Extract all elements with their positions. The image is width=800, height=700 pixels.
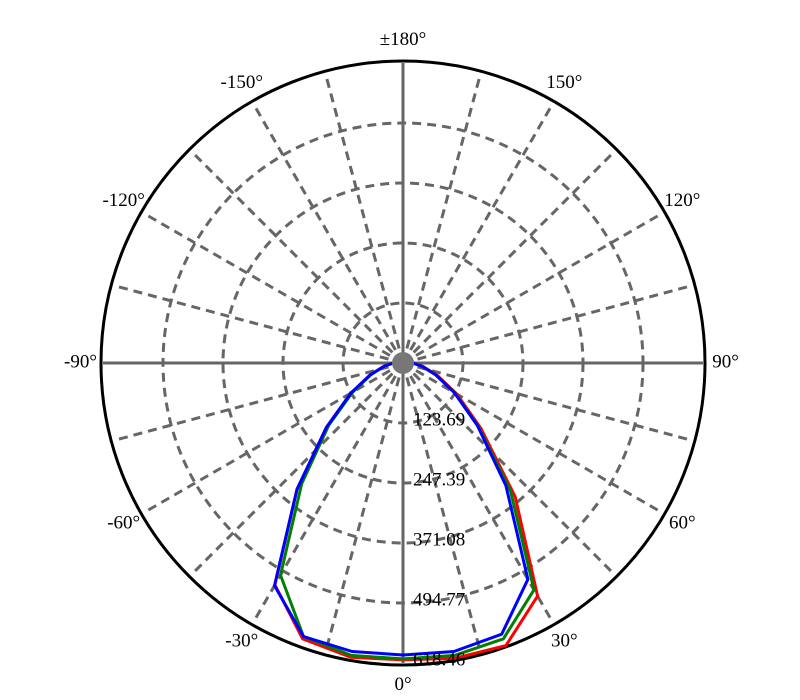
grid-spoke (401, 72, 483, 364)
plot-area (273, 361, 540, 662)
r-tick-label: 494.77 (413, 589, 465, 610)
grid-spoke (189, 361, 405, 577)
grid-spoke (189, 149, 405, 365)
grid-spoke (251, 102, 405, 364)
r-tick-label: 371.08 (413, 529, 465, 550)
grid-spoke (112, 283, 404, 365)
grid-spoke (402, 361, 664, 515)
theta-tick-label: 150° (546, 72, 582, 93)
grid-spoke (401, 362, 483, 654)
theta-tick-label: -60° (107, 513, 140, 534)
grid-spoke (251, 362, 405, 624)
grid (99, 59, 707, 667)
theta-tick-label: 120° (664, 190, 700, 211)
grid-spoke (323, 72, 405, 364)
grid-spoke (323, 362, 405, 654)
labels: 123.69 247.39 371.08 494.77 618.460° 30° 60° 90… (64, 29, 739, 695)
r-tick-label: 247.39 (413, 469, 465, 490)
theta-tick-label: -30° (225, 631, 258, 652)
grid-spoke (112, 361, 404, 443)
theta-tick-label: ±180° (380, 29, 427, 50)
series-line (273, 361, 540, 662)
grid-spoke (401, 149, 617, 365)
theta-tick-label: 60° (669, 513, 696, 534)
outer-circle (99, 59, 707, 667)
grid-spoke (402, 283, 694, 365)
r-tick-label: 618.46 (413, 649, 465, 670)
theta-tick-label: -150° (221, 72, 263, 93)
grid-spoke (402, 361, 694, 443)
grid-spoke (401, 362, 555, 624)
center-hub (392, 352, 414, 374)
theta-tick-label: 0° (394, 674, 411, 695)
grid-spoke (401, 102, 555, 364)
theta-tick-label: -90° (64, 351, 97, 372)
theta-tick-label: 90° (712, 351, 739, 372)
theta-tick-label: 30° (551, 631, 578, 652)
grid-spoke (402, 211, 664, 365)
series-line (273, 361, 530, 657)
grid-spoke (142, 361, 404, 515)
r-tick-label: 123.69 (413, 409, 465, 430)
theta-tick-label: -120° (102, 190, 144, 211)
grid-spoke (401, 361, 617, 577)
grid-spoke (142, 211, 404, 365)
